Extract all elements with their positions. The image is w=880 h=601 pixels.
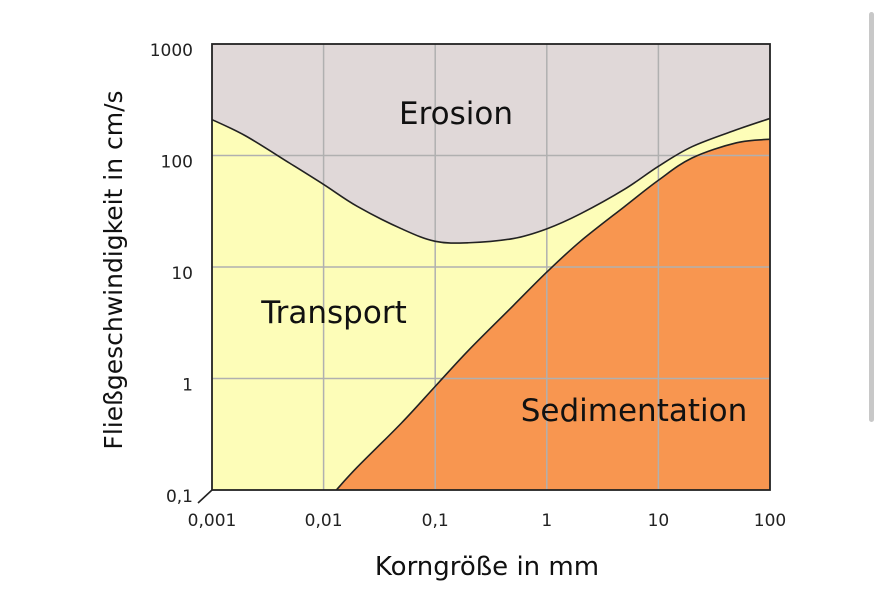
region-labels: Erosion Transport Sedimentation bbox=[260, 96, 747, 429]
x-tick-label: 0,1 bbox=[422, 511, 449, 531]
region-label-sedimentation: Sedimentation bbox=[521, 393, 748, 429]
x-tick-label: 1 bbox=[541, 511, 552, 531]
x-tick-label: 10 bbox=[648, 511, 670, 531]
x-tick-label: 0,01 bbox=[305, 511, 343, 531]
plot-frame bbox=[211, 43, 771, 491]
tick-labels: 0,001 0,01 0,1 1 10 100 1000 100 10 1 0,1 bbox=[150, 41, 786, 531]
y-tick-label: 10 bbox=[171, 264, 193, 284]
scrollbar[interactable] bbox=[869, 12, 874, 422]
x-axis-label: Korngröße in mm bbox=[375, 552, 599, 582]
y-axis-label: Fließgeschwindigkeit in cm/s bbox=[99, 90, 128, 449]
origin-tick bbox=[197, 489, 213, 504]
region-label-transport: Transport bbox=[260, 295, 406, 331]
x-tick-label: 100 bbox=[754, 511, 786, 531]
region-sedimentation bbox=[336, 139, 770, 490]
chart-regions bbox=[212, 44, 770, 491]
curve-sedimentation-threshold bbox=[335, 138, 771, 491]
region-label-erosion: Erosion bbox=[399, 96, 513, 132]
x-tick-label: 0,001 bbox=[188, 511, 237, 531]
chart-curves bbox=[197, 117, 771, 504]
y-tick-label: 100 bbox=[161, 153, 193, 173]
y-tick-label: 1 bbox=[182, 376, 193, 396]
y-tick-label: 1000 bbox=[150, 41, 193, 61]
y-tick-label: 0,1 bbox=[166, 487, 193, 507]
region-erosion bbox=[212, 44, 770, 244]
curve-erosion-threshold bbox=[211, 117, 771, 244]
